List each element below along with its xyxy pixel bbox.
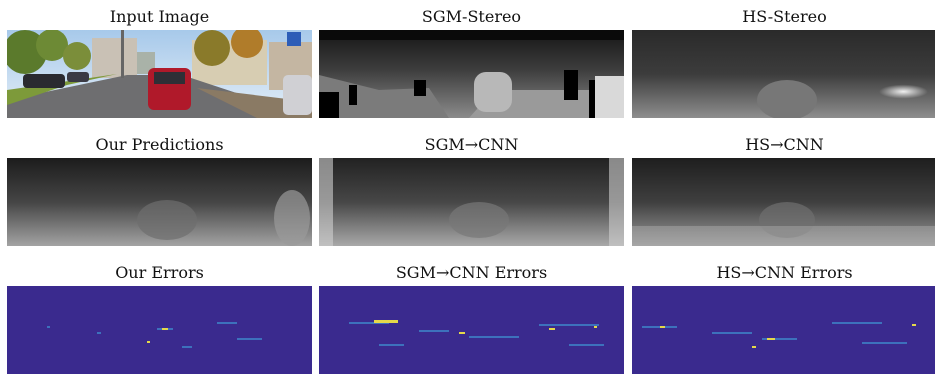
sgm-cnn-errors-image xyxy=(319,286,624,374)
caption-sgm-cnn: SGM→CNN xyxy=(424,135,519,154)
caption-hs-stereo: HS-Stereo xyxy=(742,7,827,26)
sgm-stereo-image xyxy=(319,30,624,118)
panel-sgm-stereo: SGM-Stereo xyxy=(319,0,624,118)
panel-sgm-cnn: SGM→CNN xyxy=(319,128,624,246)
panel-hs-cnn-errors: HS→CNN Errors xyxy=(632,256,935,374)
caption-input-image: Input Image xyxy=(109,7,210,26)
panel-our-errors: Our Errors xyxy=(7,256,312,374)
our-errors-image xyxy=(7,286,312,374)
sgm-cnn-image xyxy=(319,158,624,246)
panel-hs-cnn: HS→CNN xyxy=(632,128,935,246)
input-image xyxy=(7,30,312,118)
panel-our-predictions: Our Predictions xyxy=(7,128,312,246)
caption-sgm-stereo: SGM-Stereo xyxy=(421,7,522,26)
panel-input-image: Input Image xyxy=(7,0,312,118)
panel-hs-stereo: HS-Stereo xyxy=(632,0,935,118)
caption-our-predictions: Our Predictions xyxy=(95,135,224,154)
caption-hs-cnn: HS→CNN xyxy=(745,135,824,154)
hs-cnn-errors-image xyxy=(632,286,935,374)
our-predictions-image xyxy=(7,158,312,246)
panel-sgm-cnn-errors: SGM→CNN Errors xyxy=(319,256,624,374)
hs-cnn-image xyxy=(632,158,935,246)
caption-hs-cnn-errors: HS→CNN Errors xyxy=(716,263,853,282)
hs-stereo-image xyxy=(632,30,935,118)
caption-sgm-cnn-errors: SGM→CNN Errors xyxy=(395,263,548,282)
caption-our-errors: Our Errors xyxy=(115,263,204,282)
